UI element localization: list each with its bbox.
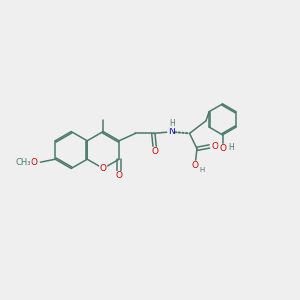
- Text: O: O: [116, 172, 123, 181]
- Text: O: O: [30, 158, 38, 167]
- Text: O: O: [211, 142, 218, 151]
- Text: CH₃: CH₃: [15, 158, 31, 167]
- Text: O: O: [219, 144, 226, 153]
- Text: O: O: [100, 164, 107, 173]
- Text: O: O: [192, 161, 199, 170]
- Text: H: H: [170, 119, 176, 128]
- Text: H: H: [228, 143, 234, 152]
- Text: H: H: [200, 167, 205, 172]
- Text: O: O: [151, 147, 158, 156]
- Text: N: N: [168, 128, 175, 136]
